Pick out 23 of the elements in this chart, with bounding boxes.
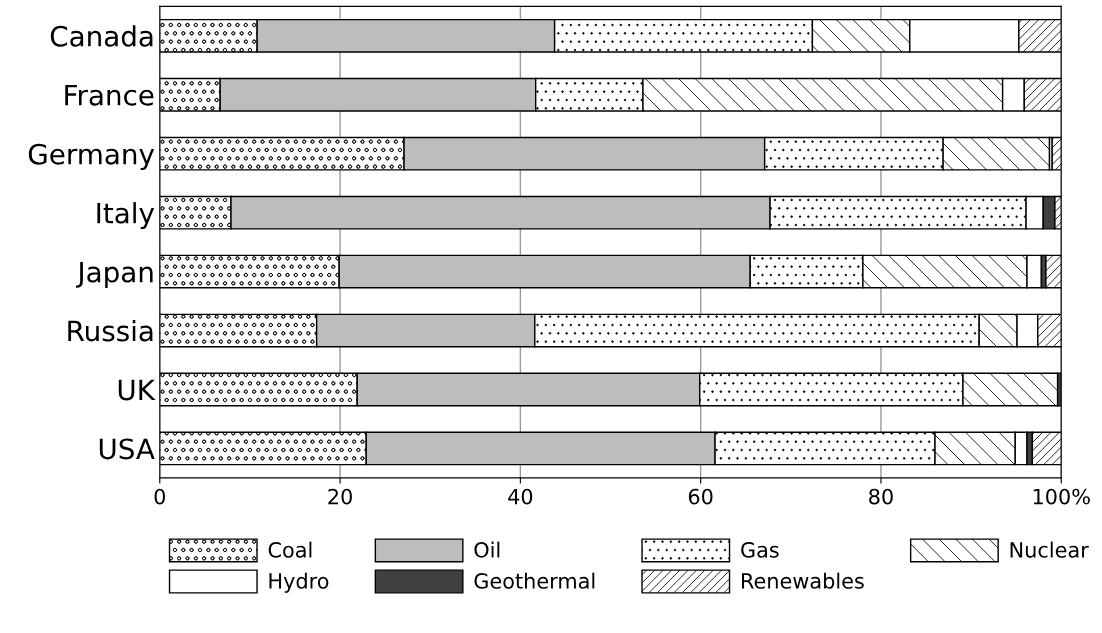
x-tick-label: 20: [328, 488, 352, 505]
x-tick-label: 60: [688, 488, 713, 505]
y-tick-label: UK: [118, 379, 156, 401]
x-tick-label: 80: [869, 488, 893, 505]
y-tick-label: USA: [99, 438, 155, 460]
x-tick-label: 40: [508, 488, 533, 505]
x-tick-label: 100%: [1033, 488, 1090, 505]
y-tick-label: Italy: [97, 202, 155, 229]
legend-label: Geothermal: [474, 572, 595, 589]
legend-label: Coal: [268, 541, 312, 558]
bar: [1051, 136, 1062, 171]
y-tick-label: Germany: [28, 143, 155, 171]
x-tick-label: 0: [154, 488, 166, 505]
legend-label: Renewables: [742, 572, 864, 589]
legend-label: Hydro: [269, 572, 329, 593]
y-tick-label: Canada: [50, 25, 153, 47]
legend-label: Oil: [474, 541, 500, 558]
bar: [1045, 254, 1062, 289]
legend-label: Nuclear: [1010, 541, 1089, 558]
y-tick-label: France: [65, 85, 154, 106]
y-tick-label: Russia: [68, 319, 153, 342]
y-tick-label: Japan: [76, 261, 153, 288]
legend-label: Gas: [741, 541, 779, 558]
